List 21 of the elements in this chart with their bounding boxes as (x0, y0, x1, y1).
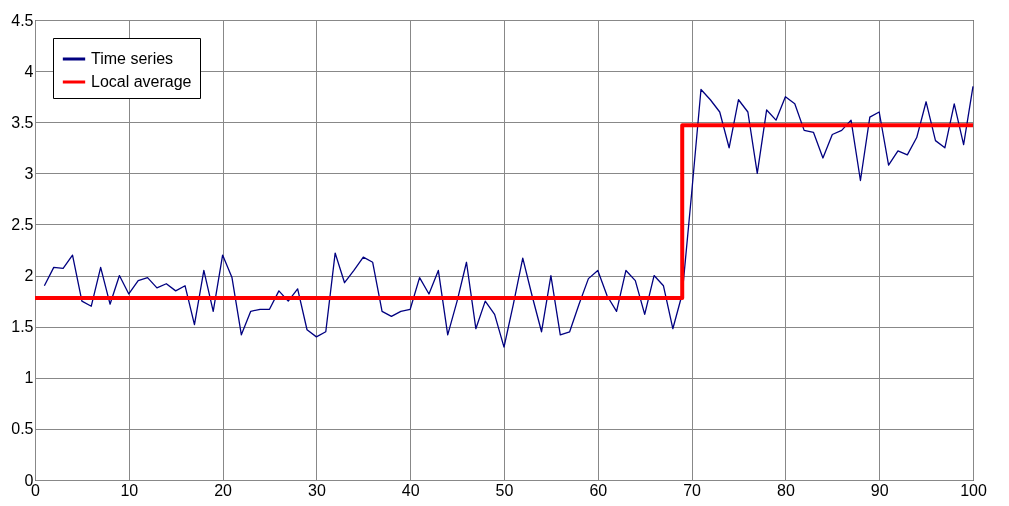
legend-label: Local average (91, 73, 192, 90)
y-tick-label: 1.5 (11, 318, 34, 336)
x-tick-label: 20 (214, 481, 233, 499)
y-tick-label: 2 (24, 267, 34, 285)
x-tick-label: 40 (401, 481, 420, 499)
x-tick-label: 90 (870, 481, 889, 499)
x-tick-label: 100 (960, 481, 987, 499)
y-tick-label: 4.5 (11, 11, 34, 29)
x-tick-label: 30 (308, 481, 326, 499)
y-tick-label: 1 (24, 369, 34, 387)
y-tick-label: 3 (24, 164, 34, 182)
y-tick-label: 0.5 (11, 420, 34, 438)
x-tick-label: 60 (589, 481, 608, 499)
y-tick-label: 2.5 (11, 215, 34, 233)
x-tick-label: 80 (777, 481, 795, 499)
legend-label: Time series (91, 50, 174, 67)
y-tick-label: 3.5 (11, 113, 34, 131)
x-tick-label: 10 (120, 481, 139, 499)
x-tick-label: 50 (495, 481, 514, 499)
x-tick-label: 70 (683, 481, 702, 499)
y-tick-label: 4 (24, 62, 34, 80)
